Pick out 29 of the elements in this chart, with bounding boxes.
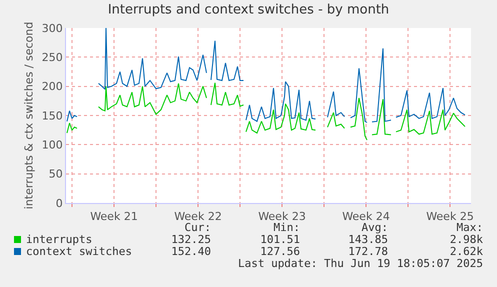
text: Last update: Thu Jun 19 18:05:07 2025 — [238, 257, 483, 270]
text: Cur: — [184, 221, 211, 234]
text: 2.62k — [450, 245, 483, 258]
y-tick-label: 200 — [42, 80, 63, 94]
y-axis-title: interrupts & ctx switches / second — [22, 22, 36, 210]
text: Avg: — [362, 221, 388, 234]
y-tick-label: 50 — [48, 168, 63, 181]
y-tick-label: 250 — [42, 51, 63, 64]
legend-label: interrupts — [26, 233, 92, 246]
y-tick-label: 150 — [42, 109, 63, 122]
text: Max: — [456, 221, 483, 234]
text: 172.78 — [348, 245, 388, 258]
y-tick-label: 300 — [42, 22, 63, 35]
text: 143.85 — [348, 233, 388, 246]
x-tick-label: Week 24 — [342, 210, 390, 224]
x-tick-label: Week 21 — [90, 210, 138, 224]
text: 152.40 — [171, 245, 211, 258]
text: 127.56 — [260, 245, 300, 258]
y-tick-label: 100 — [42, 138, 63, 152]
text: Min: — [274, 221, 300, 234]
text: 132.25 — [171, 233, 211, 246]
chart-title: Interrupts and context switches - by month — [108, 2, 390, 18]
text: 2.98k — [450, 233, 483, 246]
text: 101.51 — [260, 233, 300, 246]
legend-label: context switches — [26, 245, 132, 258]
x-tick-label: Week 25 — [426, 210, 474, 224]
x-tick-label: Week 23 — [258, 210, 306, 224]
x-tick-label: Week 22 — [174, 210, 222, 224]
y-tick-label: 0 — [56, 196, 63, 210]
